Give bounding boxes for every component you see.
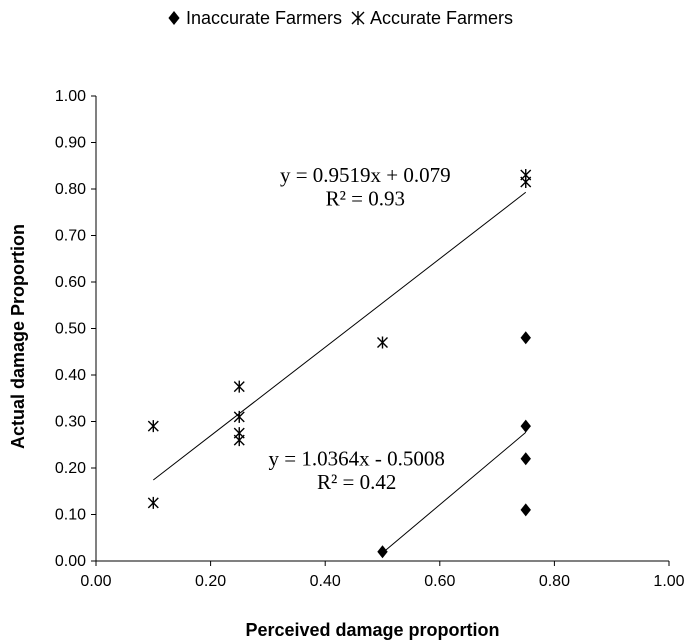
diamond-marker	[520, 419, 531, 433]
y-tick-label: 0.70	[55, 228, 86, 245]
x-axis-title: Perceived damage proportion	[245, 620, 499, 640]
asterisk-marker	[147, 420, 159, 433]
asterisk-strokes	[233, 434, 245, 447]
y-tick-label: 0.80	[55, 181, 86, 198]
asterisk-marker	[351, 11, 365, 25]
y-tick-label: 0.10	[55, 507, 86, 524]
trendline-equation: y = 1.0364x - 0.5008	[269, 447, 445, 471]
asterisk-strokes	[520, 176, 532, 189]
asterisk-marker	[233, 434, 245, 447]
diamond-marker	[520, 503, 531, 517]
trendline-accurate	[152, 191, 527, 481]
asterisk-marker	[233, 380, 245, 393]
y-tick-label: 0.40	[55, 367, 86, 384]
y-tick-label: 0.60	[55, 274, 86, 291]
trendline-r2: R² = 0.93	[326, 186, 405, 210]
plot-area: 0.00 0.10 0.20 0.30 0.40 0.50 0.60 0.70 0.80 0.90…	[55, 88, 685, 590]
y-tick-label: 0.30	[55, 414, 86, 431]
series-accurate-farmers	[147, 169, 532, 509]
y-tick-label: 0.00	[55, 553, 86, 570]
y-tick-label: 1.00	[55, 88, 86, 105]
asterisk-marker	[147, 496, 159, 509]
legend-label: Accurate Farmers	[370, 8, 513, 28]
x-tick-label: 0.60	[424, 573, 455, 590]
asterisk-strokes	[233, 380, 245, 393]
legend-item-inaccurate: Inaccurate Farmers	[168, 8, 342, 28]
diamond-marker	[520, 452, 531, 466]
asterisk-strokes	[147, 496, 159, 509]
x-tick-label: 0.80	[539, 573, 570, 590]
asterisk-marker	[377, 336, 388, 349]
y-tick-label: 0.90	[55, 135, 86, 152]
series-inaccurate-farmers	[377, 331, 531, 559]
asterisk-marker	[233, 410, 245, 423]
legend-item-accurate: Accurate Farmers	[351, 8, 513, 28]
asterisk-strokes	[351, 11, 365, 25]
x-tick-label: 0.20	[195, 573, 226, 590]
trendline-r2: R² = 0.42	[317, 470, 396, 494]
y-axis-title: Actual damage Proportion	[8, 224, 28, 449]
x-tick-label: 0.00	[80, 573, 111, 590]
diamond-marker	[377, 545, 388, 559]
legend-label: Inaccurate Farmers	[186, 8, 342, 28]
legend: Inaccurate Farmers Accurate Farmers	[168, 8, 513, 28]
trendline-equation: y = 0.9519x + 0.079	[280, 163, 451, 187]
asterisk-marker	[520, 176, 532, 189]
x-tick-label: 1.00	[653, 573, 684, 590]
trendline-inaccurate	[382, 432, 527, 554]
asterisk-strokes	[233, 410, 245, 423]
asterisk-strokes	[147, 420, 159, 433]
y-tick-label: 0.20	[55, 460, 86, 477]
asterisk-strokes	[377, 336, 388, 349]
diamond-marker	[168, 11, 180, 25]
diamond-marker	[520, 331, 531, 345]
y-tick-label: 0.50	[55, 321, 86, 338]
x-tick-label: 0.40	[310, 573, 341, 590]
